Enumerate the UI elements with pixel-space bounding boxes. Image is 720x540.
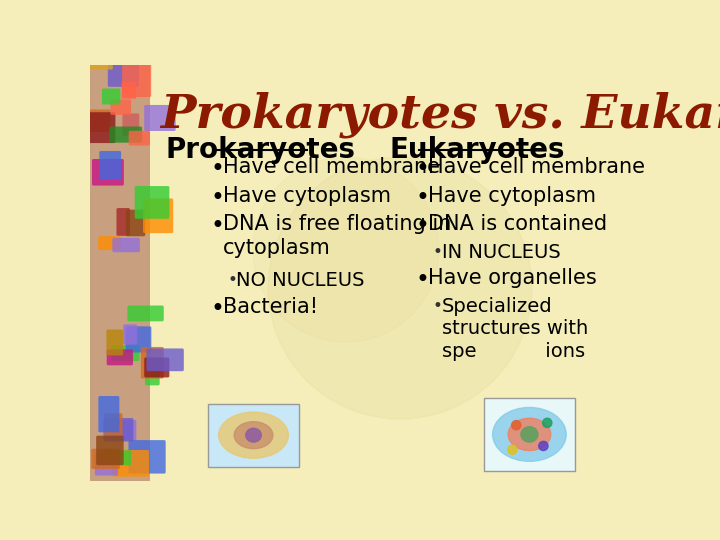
FancyBboxPatch shape: [85, 112, 115, 143]
FancyBboxPatch shape: [127, 306, 163, 321]
Text: Have cell membrane: Have cell membrane: [222, 157, 439, 177]
FancyBboxPatch shape: [96, 436, 124, 465]
Text: •: •: [228, 271, 237, 289]
FancyBboxPatch shape: [126, 210, 145, 237]
FancyBboxPatch shape: [144, 357, 169, 377]
FancyBboxPatch shape: [90, 65, 150, 481]
Text: Have cytoplasm: Have cytoplasm: [222, 186, 390, 206]
FancyBboxPatch shape: [122, 62, 151, 97]
FancyBboxPatch shape: [117, 208, 130, 236]
FancyBboxPatch shape: [101, 450, 131, 465]
Text: Prokaryotes: Prokaryotes: [166, 136, 356, 164]
Text: •: •: [210, 214, 224, 238]
FancyBboxPatch shape: [104, 418, 133, 442]
Text: IN NUCLEUS: IN NUCLEUS: [442, 242, 561, 262]
Text: •: •: [433, 296, 442, 315]
FancyBboxPatch shape: [109, 126, 142, 143]
Text: Bacteria!: Bacteria!: [222, 296, 318, 316]
Text: Eukaryotes: Eukaryotes: [390, 136, 565, 164]
Text: Prokaryotes vs. Eukaryotes: Prokaryotes vs. Eukaryotes: [160, 92, 720, 138]
FancyBboxPatch shape: [484, 398, 575, 471]
FancyBboxPatch shape: [108, 59, 139, 87]
Text: •: •: [210, 186, 224, 210]
Text: •: •: [415, 186, 429, 210]
FancyBboxPatch shape: [85, 42, 113, 70]
Circle shape: [253, 157, 438, 342]
Text: Have organelles: Have organelles: [428, 268, 597, 288]
FancyBboxPatch shape: [95, 453, 118, 476]
Text: •: •: [210, 157, 224, 181]
FancyBboxPatch shape: [112, 345, 140, 361]
Ellipse shape: [521, 427, 538, 442]
Text: Have cytoplasm: Have cytoplasm: [428, 186, 596, 206]
Circle shape: [512, 421, 521, 430]
FancyBboxPatch shape: [102, 89, 120, 104]
FancyBboxPatch shape: [98, 236, 121, 250]
FancyBboxPatch shape: [141, 347, 163, 379]
FancyBboxPatch shape: [144, 105, 176, 131]
FancyBboxPatch shape: [208, 403, 300, 467]
Text: Have cell membrane: Have cell membrane: [428, 157, 645, 177]
Text: NO NUCLEUS: NO NUCLEUS: [236, 271, 365, 290]
Circle shape: [508, 445, 517, 455]
FancyBboxPatch shape: [110, 99, 131, 115]
FancyBboxPatch shape: [126, 326, 151, 353]
FancyBboxPatch shape: [104, 413, 122, 436]
Ellipse shape: [234, 422, 273, 449]
Text: •: •: [415, 157, 429, 181]
Text: DNA is free floating in
cytoplasm: DNA is free floating in cytoplasm: [222, 214, 451, 258]
Text: •: •: [210, 296, 224, 321]
Ellipse shape: [508, 418, 551, 450]
Ellipse shape: [492, 408, 566, 461]
FancyBboxPatch shape: [135, 186, 169, 219]
Circle shape: [269, 157, 532, 419]
Circle shape: [543, 418, 552, 428]
FancyBboxPatch shape: [107, 329, 123, 355]
FancyBboxPatch shape: [99, 396, 120, 433]
FancyBboxPatch shape: [123, 325, 138, 345]
FancyBboxPatch shape: [143, 198, 174, 233]
FancyBboxPatch shape: [146, 348, 184, 371]
FancyBboxPatch shape: [129, 131, 150, 146]
Text: •: •: [415, 268, 429, 292]
Circle shape: [539, 441, 548, 450]
FancyBboxPatch shape: [122, 113, 139, 136]
Ellipse shape: [246, 428, 261, 442]
Text: DNA is contained: DNA is contained: [428, 214, 607, 234]
Text: •: •: [433, 242, 442, 261]
FancyBboxPatch shape: [92, 159, 124, 186]
FancyBboxPatch shape: [145, 357, 160, 386]
FancyBboxPatch shape: [112, 238, 140, 252]
Text: •: •: [415, 214, 429, 238]
Text: Specialized
structures with
spe           ions: Specialized structures with spe ions: [442, 296, 588, 361]
FancyBboxPatch shape: [112, 420, 136, 441]
FancyBboxPatch shape: [122, 82, 136, 99]
FancyBboxPatch shape: [112, 450, 149, 477]
FancyBboxPatch shape: [107, 349, 133, 366]
FancyBboxPatch shape: [86, 110, 110, 132]
FancyBboxPatch shape: [91, 449, 120, 469]
Ellipse shape: [219, 412, 289, 458]
FancyBboxPatch shape: [128, 440, 166, 474]
FancyBboxPatch shape: [99, 151, 121, 179]
